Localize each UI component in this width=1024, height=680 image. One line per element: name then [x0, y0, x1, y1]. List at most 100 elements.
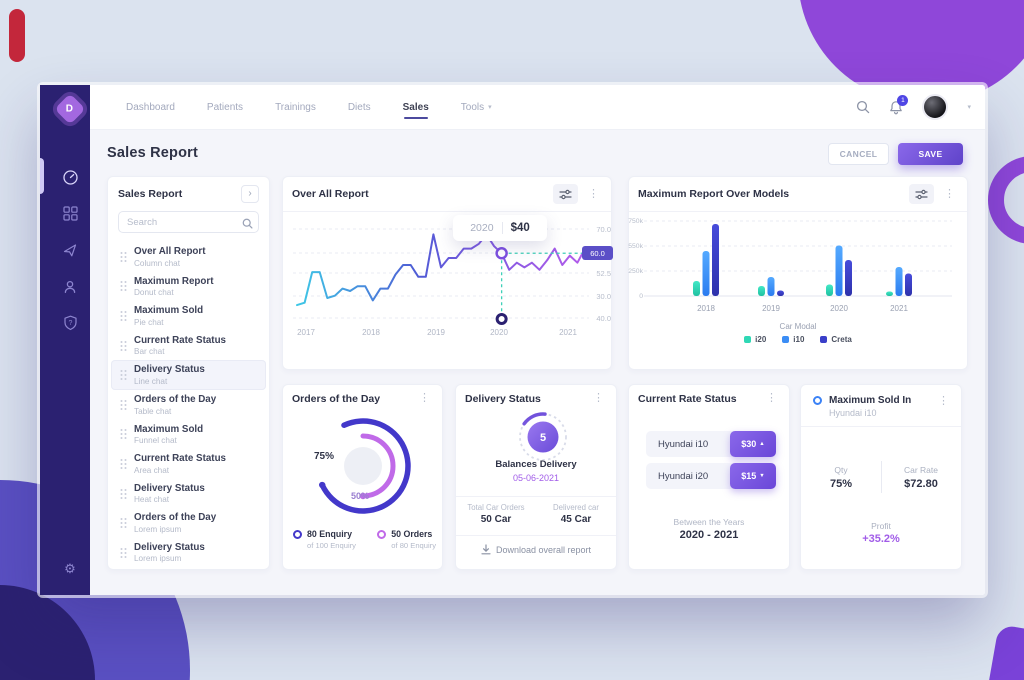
filter-icon[interactable]: [553, 184, 578, 204]
radial-chart: [315, 418, 411, 514]
list-item[interactable]: Current Rate Status Bar chat: [111, 331, 266, 361]
search-icon: [242, 216, 253, 234]
y-axis-label: 70.0: [596, 225, 611, 234]
speedometer-icon[interactable]: [59, 166, 81, 188]
save-button[interactable]: SAVE: [898, 143, 963, 165]
decor-red-bar: [9, 9, 25, 62]
y-axis-label: 30.0: [596, 292, 611, 301]
bar-i10-2020[interactable]: [835, 245, 843, 297]
search-icon[interactable]: [856, 100, 870, 114]
main-content: Sales Report CANCEL SAVE Sales Report ›: [90, 130, 985, 595]
nav-item-sales[interactable]: Sales: [402, 101, 429, 119]
nav-item-diets[interactable]: Diets: [347, 101, 371, 113]
svg-text:?: ?: [68, 320, 72, 327]
bar-Creta-2021[interactable]: [905, 273, 912, 297]
decor-purple-square-bottom-right: [986, 624, 1024, 680]
bar-i20-2018[interactable]: [693, 281, 700, 296]
legend-sub: of 80 Enquiry: [391, 540, 436, 550]
grid-icon[interactable]: [59, 202, 81, 224]
nav-item-trainings[interactable]: Trainings: [275, 101, 316, 113]
list-item[interactable]: Delivery Status Heat chat: [111, 479, 266, 509]
bar-i10-2021[interactable]: [895, 267, 903, 296]
app-logo[interactable]: D: [54, 93, 86, 125]
bar-i10-2019[interactable]: [767, 277, 775, 296]
cancel-button[interactable]: CANCEL: [828, 143, 889, 165]
bar-Creta-2018[interactable]: [712, 224, 719, 296]
list-item[interactable]: Orders of the Day Table chat: [111, 390, 266, 420]
shield-help-icon[interactable]: ?: [59, 312, 81, 334]
stat-value: 75%: [829, 478, 853, 490]
bar-chart[interactable]: [644, 215, 956, 305]
avatar[interactable]: [922, 94, 949, 120]
delivery-date: 05-06-2021: [512, 473, 560, 483]
bar-i20-2020[interactable]: [826, 284, 833, 297]
list-item[interactable]: Delivery Status Line chat: [111, 360, 266, 390]
kebab-menu-icon[interactable]: ⋮: [419, 392, 430, 404]
notification-badge: 1: [897, 94, 909, 106]
list-item[interactable]: Maximum Report Donut chat: [111, 272, 266, 302]
nav-item-tools[interactable]: Tools ▾: [460, 101, 492, 113]
kebab-menu-icon[interactable]: ⋮: [766, 392, 777, 404]
user-icon[interactable]: [59, 276, 81, 298]
page-title: Sales Report: [107, 145, 199, 161]
topbar-actions: 1 ▾: [856, 94, 971, 120]
price-dropdown-button[interactable]: $30 ▲: [730, 431, 776, 457]
kebab-menu-icon[interactable]: ⋮: [944, 187, 955, 200]
stat-label: Car Rate: [903, 465, 938, 475]
x-axis-label: 2017: [297, 328, 315, 337]
kebab-menu-icon[interactable]: ⋮: [938, 395, 949, 407]
filter-icon[interactable]: [909, 184, 934, 204]
y-axis-label: 52.5: [596, 269, 611, 278]
list-item[interactable]: Maximum Sold Funnel chat: [111, 420, 266, 450]
list-item[interactable]: Current Rate Status Area chat: [111, 449, 266, 479]
stat-label: Qty: [834, 465, 848, 475]
target-icon: [813, 396, 822, 405]
x-axis-label: 2018: [697, 304, 715, 313]
list-item[interactable]: Maximum Sold Pie chat: [111, 301, 266, 331]
gear-icon[interactable]: ⚙: [64, 561, 76, 576]
bar-i20-2021[interactable]: [886, 291, 893, 297]
legend-item-Creta[interactable]: Creta: [820, 335, 852, 344]
download-report-link[interactable]: Download overall report: [456, 544, 616, 555]
nav-item-dashboard[interactable]: Dashboard: [126, 101, 175, 113]
list-item[interactable]: Orders of the Day Lorem ipsum: [111, 508, 266, 538]
price-dropdown-button[interactable]: $15 ▼: [730, 463, 776, 489]
stat-value: 50 Car: [480, 514, 512, 525]
nav-item-patients[interactable]: Patients: [206, 101, 244, 113]
list-item[interactable]: Delivery Status Lorem ipsum: [111, 538, 266, 568]
kebab-menu-icon[interactable]: ⋮: [593, 392, 604, 404]
profit-label: Profit: [871, 521, 891, 531]
x-axis-label: 2019: [762, 304, 780, 313]
x-axis-label: 2019: [427, 328, 445, 337]
overall-report-card: Over All Report ⋮ 2020 $40: [282, 176, 613, 370]
download-label: Download overall report: [495, 544, 592, 555]
search-input[interactable]: [118, 211, 259, 233]
bar-Creta-2020[interactable]: [845, 260, 852, 296]
gauge-value: 5: [540, 432, 546, 444]
chevron-down-icon[interactable]: ▾: [967, 104, 971, 111]
main-nav: Dashboard Patients Trainings Diets Sales Tool…: [126, 101, 492, 119]
max-report-card: Maximum Report Over Models ⋮ 75: [628, 176, 968, 370]
bar-i20-2019[interactable]: [758, 286, 765, 296]
y-axis-highlight-badge: 60.0: [582, 246, 613, 260]
legend-item-i20[interactable]: i20: [744, 335, 766, 344]
bar-i10-2018[interactable]: [702, 251, 710, 296]
x-axis-label: 2021: [890, 304, 908, 313]
chart-type-list: Over All Report Column chat Maximum Report…: [108, 242, 269, 568]
car-model-label: Hyundai i10: [658, 438, 709, 450]
chart-tooltip: 2020 $40: [453, 215, 547, 241]
inner-ring-label: 50%: [351, 491, 370, 501]
delivery-gauge: 5: [518, 412, 568, 462]
bell-icon[interactable]: 1: [889, 94, 909, 115]
panel-title: Sales Report: [118, 188, 183, 200]
bar-Creta-2019[interactable]: [777, 290, 784, 297]
card-subtitle: Hyundai i10: [829, 408, 877, 418]
kebab-menu-icon[interactable]: ⋮: [588, 187, 599, 200]
legend-item-i10[interactable]: i10: [782, 335, 804, 344]
orders-card: Orders of the Day ⋮ 75% 50% 80 Enquiry o: [282, 384, 443, 570]
x-axis-label: 2020: [830, 304, 848, 313]
collapse-panel-button[interactable]: ›: [241, 185, 259, 203]
tooltip-value: $40: [510, 222, 530, 234]
send-icon[interactable]: [59, 239, 81, 261]
list-item[interactable]: Over All Report Column chat: [111, 242, 266, 272]
